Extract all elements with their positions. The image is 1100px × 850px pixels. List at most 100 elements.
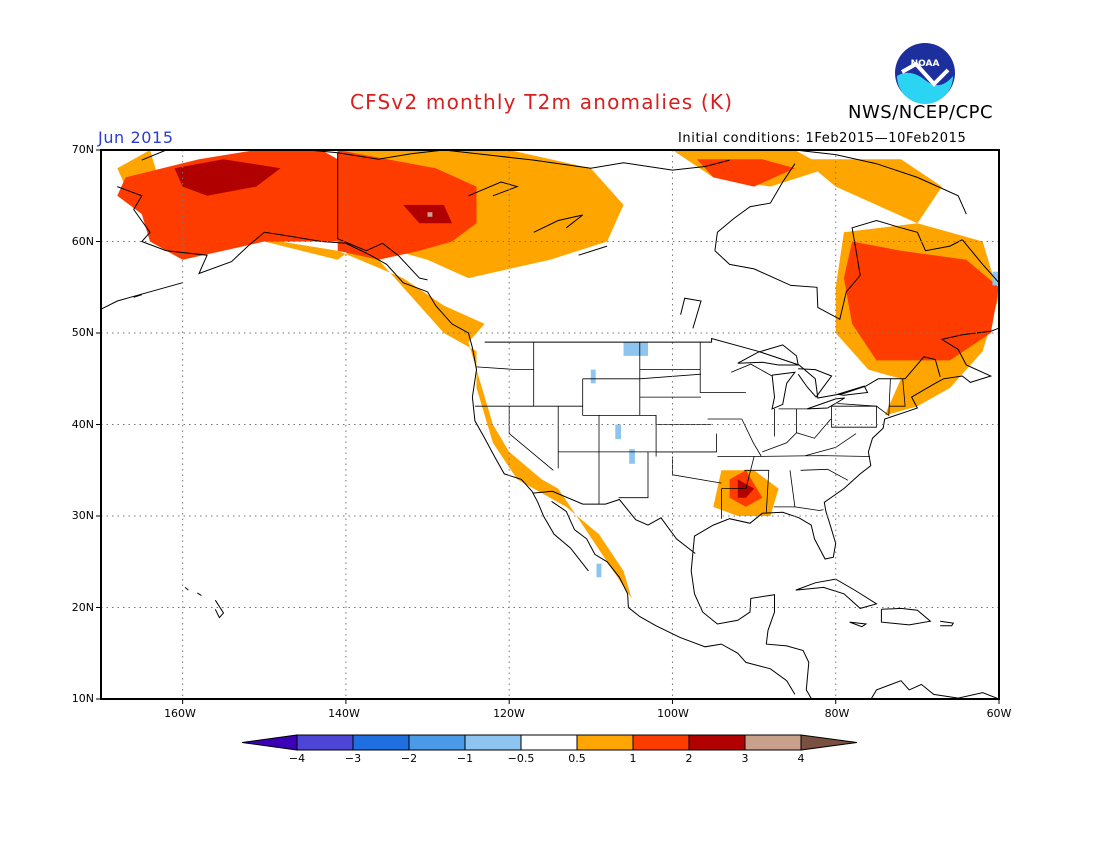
- noaa-logo: NOAA: [895, 43, 955, 104]
- anomaly-region-cm05: [629, 449, 635, 464]
- colorbar-label: 3: [741, 752, 749, 765]
- south-america: [870, 680, 999, 699]
- cuba: [795, 578, 878, 609]
- us-mexico-border: [532, 490, 696, 554]
- hudson-west: [714, 163, 796, 251]
- graticule: [101, 150, 999, 699]
- anomaly-region-c1: [843, 241, 999, 361]
- anomaly-region-c1: [696, 159, 795, 187]
- colorbar-label: 1: [629, 752, 637, 765]
- colorbar-arrow-low: [241, 734, 298, 751]
- colorbar-swatch: [464, 734, 522, 751]
- colorbar-swatch: [520, 734, 578, 751]
- anomaly-fills: [117, 150, 999, 599]
- colorbar-arrow-high: [800, 734, 858, 751]
- lon-label-120w: 120W: [493, 707, 525, 720]
- puerto-rico: [940, 620, 955, 627]
- colorbar-label: −4: [288, 752, 306, 765]
- lon-label-160w: 160W: [164, 707, 196, 720]
- anomaly-region-c2: [174, 159, 281, 196]
- colorbar-label: −2: [400, 752, 418, 765]
- lon-label-60w: 60W: [986, 707, 1012, 720]
- lat-label-50n: 50N: [71, 326, 94, 339]
- hawaii-oahu: [197, 592, 202, 597]
- lat-label-30n: 30N: [71, 509, 94, 522]
- colorbar: [241, 734, 858, 751]
- state-border-41n: [582, 414, 711, 425]
- state-border-ny: [837, 378, 891, 417]
- state-border-red-river: [672, 456, 722, 484]
- state-border-sc-nc: [800, 468, 849, 481]
- hawaii: [214, 599, 225, 619]
- state-border-ar: [717, 456, 755, 490]
- alaska-canada-border: [337, 152, 428, 281]
- lake-athabasca: [578, 245, 608, 256]
- state-border-ks-ok: [656, 433, 717, 453]
- colorbar-swatch: [576, 734, 634, 751]
- colorbar-swatch: [296, 734, 354, 751]
- anomaly-region-c3: [427, 212, 433, 217]
- state-border-wi: [731, 363, 773, 377]
- initial-conditions-label: Initial conditions: 1Feb2015—10Feb2015: [678, 131, 967, 146]
- anomaly-region-cm05: [615, 424, 621, 440]
- us-state-borders: [474, 342, 906, 519]
- lon-label-100w: 100W: [657, 707, 689, 720]
- lat-label-20n: 20N: [71, 601, 94, 614]
- anomaly-region-cm05: [590, 369, 596, 384]
- state-border-pa: [831, 405, 877, 428]
- aleutians: [101, 282, 183, 310]
- hudson-bay: [714, 219, 963, 321]
- great-lake-michigan: [771, 371, 796, 410]
- state-border-ms: [744, 469, 770, 513]
- colorbar-label: 4: [797, 752, 805, 765]
- lake-winnipeg: [680, 297, 702, 329]
- anomaly-region-cm05: [623, 342, 648, 356]
- hispaniola: [880, 607, 932, 626]
- state-border-minnesota: [699, 342, 746, 393]
- axis-ticks: [96, 149, 1000, 704]
- west-coast: [427, 291, 589, 572]
- coastlines: [101, 150, 1058, 699]
- arctic-coast: [141, 150, 730, 171]
- jamaica: [849, 621, 868, 628]
- lat-label-10n: 10N: [71, 692, 94, 705]
- colorbar-swatch: [408, 734, 466, 751]
- great-slave-lake: [533, 214, 584, 233]
- state-border-tn-ky: [754, 455, 871, 457]
- svg-text:NOAA: NOAA: [911, 59, 940, 69]
- state-border-wa-or: [476, 366, 534, 371]
- mexico-east: [690, 552, 813, 699]
- colorbar-swatch: [352, 734, 410, 751]
- aleutian-2: [133, 294, 142, 298]
- lon-label-80w: 80W: [824, 707, 850, 720]
- anomaly-region-cm05: [596, 563, 602, 578]
- canada-us-border: [484, 337, 941, 399]
- colorbar-swatch: [744, 734, 802, 751]
- state-border-mo-east: [741, 418, 762, 457]
- lat-label-60n: 60N: [71, 235, 94, 248]
- colorbar-label: −0.5: [507, 752, 535, 765]
- colorbar-label: 2: [685, 752, 693, 765]
- colorbar-label: 0.5: [568, 752, 586, 765]
- gulf-california: [551, 500, 796, 695]
- gulf-mexico: [692, 239, 999, 560]
- hawaii-kauai: [184, 587, 189, 591]
- colorbar-label: −1: [456, 752, 474, 765]
- great-lake-ontario: [837, 385, 869, 396]
- state-border-va: [805, 433, 857, 456]
- lon-label-140w: 140W: [328, 707, 360, 720]
- lat-label-40n: 40N: [71, 418, 94, 431]
- newfoundland: [1003, 319, 1058, 361]
- colorbar-swatch: [688, 734, 746, 751]
- great-lake-erie: [807, 397, 845, 410]
- map-title: CFSv2 monthly T2m anomalies (K): [350, 90, 734, 114]
- anomaly-region-c05: [803, 159, 942, 224]
- great-lake-superior: [737, 344, 799, 366]
- colorbar-swatch: [632, 734, 690, 751]
- state-border-45n: [582, 373, 702, 380]
- agency-label: NWS/NCEP/CPC: [848, 102, 994, 123]
- colorbar-label: −3: [344, 752, 362, 765]
- state-border-ok-tx: [618, 451, 649, 499]
- alaska-coast: [117, 186, 428, 293]
